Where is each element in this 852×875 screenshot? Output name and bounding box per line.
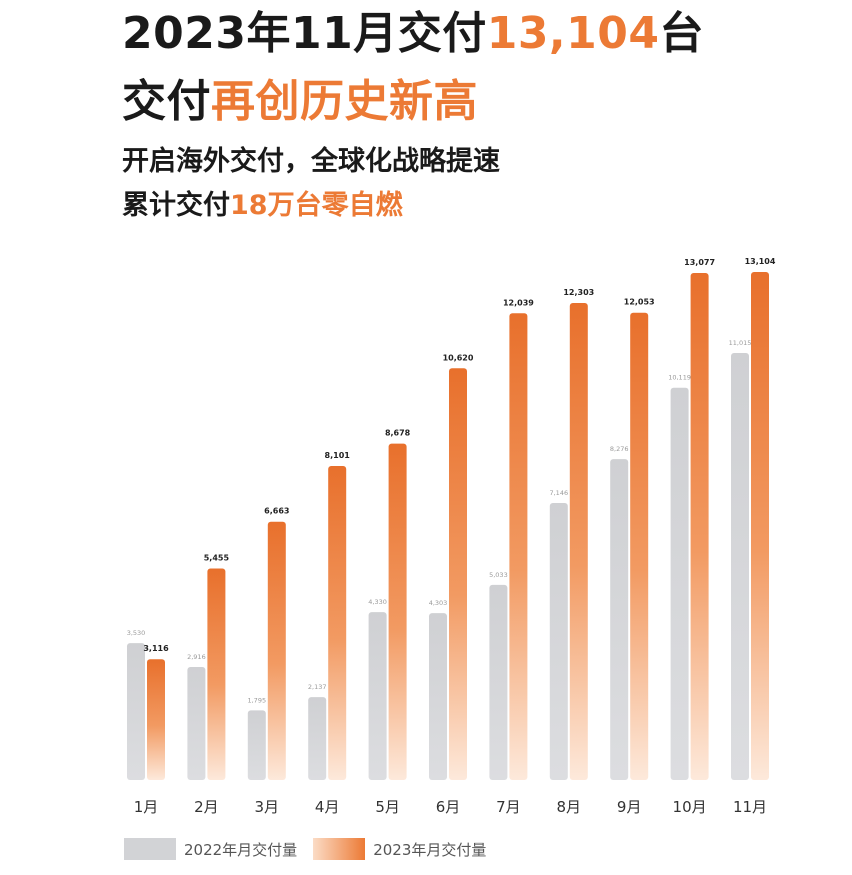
bar-2023-4 xyxy=(328,465,347,780)
bar-2023-6 xyxy=(449,368,467,780)
subtitle-prefix: 交付 xyxy=(122,76,211,127)
x-tick-6: 6月 xyxy=(436,798,461,816)
legend-2023-swatch xyxy=(313,838,366,860)
label-2022-6: 4,303 xyxy=(429,599,448,607)
bar-2023-7 xyxy=(509,313,528,780)
legend-2022-label: 2022年月交付量 xyxy=(184,840,298,859)
label-2023-2: 5,455 xyxy=(204,554,230,563)
bar-2023-1 xyxy=(147,659,165,780)
x-tick-7: 7月 xyxy=(496,798,521,816)
cumulative-accent: 18万台零自燃 xyxy=(230,190,403,221)
bar-2022-8 xyxy=(549,502,568,780)
bar-2022-11 xyxy=(731,352,749,780)
title-suffix: 台 xyxy=(659,8,704,59)
label-2023-11: 13,104 xyxy=(745,257,776,266)
bar-2023-5 xyxy=(388,443,407,780)
headline-cumulative: 累计交付18万台零自燃 xyxy=(122,184,704,228)
x-tick-9: 9月 xyxy=(617,798,642,816)
label-2022-2: 2,916 xyxy=(187,653,206,661)
bar-2022-10 xyxy=(670,387,689,780)
headline-overseas: 开启海外交付，全球化战略提速 xyxy=(122,146,500,177)
label-2022-7: 5,033 xyxy=(489,571,508,579)
headline-title: 2023年11月交付13,104台 xyxy=(122,4,704,64)
x-tick-11: 11月 xyxy=(733,798,767,816)
bar-2022-2 xyxy=(187,666,206,780)
x-tick-4: 4月 xyxy=(315,798,340,816)
bar-2023-2 xyxy=(207,568,226,780)
label-2022-10: 10,119 xyxy=(668,374,691,382)
bar-2022-6 xyxy=(429,613,447,780)
label-2022-11: 11,015 xyxy=(729,339,752,347)
x-tick-2: 2月 xyxy=(194,798,219,816)
x-tick-5: 5月 xyxy=(375,798,400,816)
bar-2022-3 xyxy=(247,710,266,780)
x-tick-3: 3月 xyxy=(255,798,280,816)
legend-2023: 2023年月交付量 xyxy=(313,838,486,860)
label-2023-10: 13,077 xyxy=(684,258,715,267)
chart-legend: 2022年月交付量 2023年月交付量 xyxy=(124,838,502,860)
label-2023-5: 8,678 xyxy=(385,429,411,438)
bar-2022-1 xyxy=(127,643,145,780)
legend-2023-label: 2023年月交付量 xyxy=(373,840,487,859)
bar-2022-9 xyxy=(610,459,629,780)
label-2022-5: 4,330 xyxy=(368,598,387,606)
x-tick-8: 8月 xyxy=(557,798,582,816)
label-2023-9: 12,053 xyxy=(624,298,655,307)
label-2023-6: 10,620 xyxy=(443,353,474,362)
label-2023-1: 3,116 xyxy=(143,644,169,653)
bar-2023-8 xyxy=(569,303,588,780)
bar-2023-9 xyxy=(630,312,649,780)
x-tick-10: 10月 xyxy=(673,798,707,816)
title-prefix: 2023年11月交付 xyxy=(122,8,487,59)
label-2022-9: 8,276 xyxy=(610,445,629,453)
title-delivery-count: 13,104 xyxy=(486,8,660,59)
bar-2023-11 xyxy=(751,272,769,780)
headline: 2023年11月交付13,104台 交付再创历史新高 开启海外交付，全球化战略提… xyxy=(122,4,704,228)
headline-subtitle: 交付再创历史新高 xyxy=(122,72,704,132)
label-2022-8: 7,146 xyxy=(549,489,568,497)
label-2023-3: 6,663 xyxy=(264,507,289,516)
legend-2022: 2022年月交付量 xyxy=(124,838,297,860)
label-2022-1: 3,530 xyxy=(127,629,146,637)
bar-2023-10 xyxy=(690,273,709,780)
label-2023-4: 8,101 xyxy=(325,451,351,460)
subtitle-accent: 再创历史新高 xyxy=(211,76,478,127)
bar-2022-7 xyxy=(489,584,508,780)
x-tick-1: 1月 xyxy=(134,798,159,816)
bar-2023-3 xyxy=(267,521,286,780)
label-2023-8: 12,303 xyxy=(563,288,594,297)
cumulative-prefix: 累计交付 xyxy=(122,190,230,221)
bar-2022-5 xyxy=(368,612,387,780)
bar-2022-4 xyxy=(308,697,327,780)
label-2023-7: 12,039 xyxy=(503,298,534,307)
label-2022-3: 1,795 xyxy=(247,696,266,704)
label-2022-4: 2,137 xyxy=(308,683,327,691)
legend-2022-swatch xyxy=(124,838,176,860)
